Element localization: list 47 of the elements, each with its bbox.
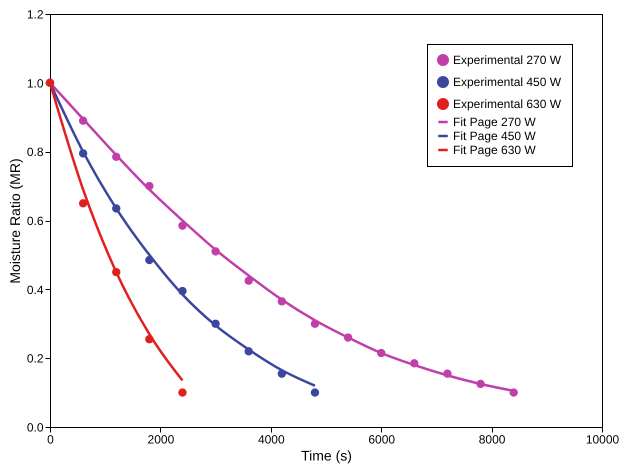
point — [278, 297, 286, 306]
point — [78, 199, 88, 208]
point — [410, 359, 419, 368]
legend-label: Fit Page 450 W — [453, 129, 536, 143]
point — [178, 388, 187, 397]
y-tick-label: 0.2 — [26, 352, 44, 366]
x-tick-label: 10000 — [586, 432, 620, 446]
y-tick-label: 0.4 — [26, 282, 44, 297]
x-tick-label: 0 — [47, 432, 54, 446]
point — [278, 369, 286, 378]
point — [344, 333, 352, 342]
legend-label: Experimental 450 W — [453, 75, 562, 89]
point — [244, 276, 253, 285]
point — [211, 247, 220, 256]
point — [178, 286, 187, 296]
y-tick-label: 0.8 — [26, 145, 44, 160]
y-tick-label: 1.2 — [26, 8, 44, 22]
point — [377, 348, 386, 358]
point — [244, 347, 253, 356]
point — [310, 388, 320, 397]
x-axis-title: Time (s) — [301, 448, 352, 464]
point — [112, 204, 120, 213]
x-tick-label: 4000 — [258, 432, 285, 446]
point — [78, 116, 88, 125]
point — [310, 320, 320, 328]
point — [476, 380, 485, 388]
legend-label: Experimental 270 W — [453, 53, 562, 67]
y-tick-label: 1.0 — [26, 76, 44, 90]
x-tick-label: 8000 — [478, 432, 506, 446]
legend-label: Experimental 630 W — [453, 97, 562, 111]
point — [78, 149, 88, 158]
legend-label: Fit Page 630 W — [453, 143, 536, 157]
point — [145, 335, 154, 344]
y-tick-label: 0.0 — [26, 420, 44, 434]
y-tick-label: 0.6 — [26, 214, 44, 228]
point — [443, 369, 452, 378]
point — [112, 152, 120, 162]
point — [112, 268, 120, 276]
point — [145, 182, 154, 190]
legend-label: Fit Page 270 W — [453, 115, 536, 129]
point — [178, 221, 187, 230]
y-axis-title: Moisture Ratio (MR) — [6, 158, 23, 284]
point — [145, 256, 154, 264]
point — [211, 320, 220, 328]
x-tick-label: 2000 — [148, 432, 175, 446]
point — [509, 388, 518, 397]
x-tick-label: 6000 — [368, 432, 396, 446]
